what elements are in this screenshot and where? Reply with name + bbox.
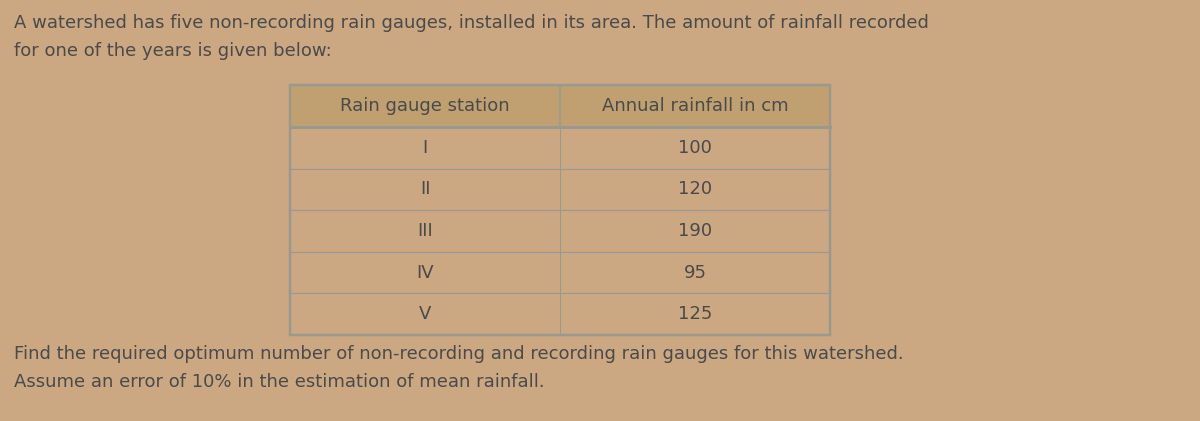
Bar (290, 293, 830, 335)
Text: 125: 125 (678, 305, 712, 323)
Bar (290, 252, 830, 293)
Bar (290, 85, 830, 127)
Text: 95: 95 (684, 264, 707, 282)
Text: 100: 100 (678, 139, 712, 157)
Bar (290, 168, 830, 210)
Text: for one of the years is given below:: for one of the years is given below: (14, 42, 331, 60)
Text: II: II (420, 181, 431, 198)
Text: V: V (419, 305, 431, 323)
Bar (290, 127, 830, 168)
Text: III: III (418, 222, 433, 240)
Bar (290, 210, 830, 252)
Text: 120: 120 (678, 181, 712, 198)
Text: Find the required optimum number of non-recording and recording rain gauges for : Find the required optimum number of non-… (14, 345, 904, 363)
Bar (290, 85, 830, 335)
Text: Assume an error of 10% in the estimation of mean rainfall.: Assume an error of 10% in the estimation… (14, 373, 545, 391)
Text: IV: IV (416, 264, 434, 282)
Text: Annual rainfall in cm: Annual rainfall in cm (601, 97, 788, 115)
Text: 190: 190 (678, 222, 712, 240)
Text: A watershed has five non-recording rain gauges, installed in its area. The amoun: A watershed has five non-recording rain … (14, 14, 929, 32)
Text: Rain gauge station: Rain gauge station (340, 97, 510, 115)
Text: I: I (422, 139, 427, 157)
